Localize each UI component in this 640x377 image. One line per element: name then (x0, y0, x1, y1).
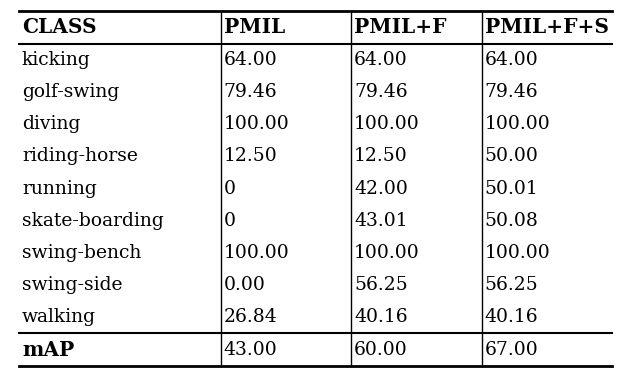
Text: 42.00: 42.00 (354, 179, 408, 198)
Text: 100.00: 100.00 (223, 115, 289, 133)
Text: 56.25: 56.25 (354, 276, 408, 294)
Text: 50.01: 50.01 (484, 179, 538, 198)
Text: 100.00: 100.00 (484, 244, 550, 262)
Text: 12.50: 12.50 (223, 147, 277, 165)
Text: 64.00: 64.00 (484, 51, 538, 69)
Text: 40.16: 40.16 (484, 308, 538, 326)
Text: 79.46: 79.46 (484, 83, 538, 101)
Text: skate-boarding: skate-boarding (22, 212, 164, 230)
Text: swing-side: swing-side (22, 276, 122, 294)
Text: 56.25: 56.25 (484, 276, 538, 294)
Text: golf-swing: golf-swing (22, 83, 119, 101)
Text: 50.08: 50.08 (484, 212, 538, 230)
Text: 64.00: 64.00 (354, 51, 408, 69)
Text: mAP: mAP (22, 340, 74, 360)
Text: 67.00: 67.00 (484, 340, 538, 359)
Text: walking: walking (22, 308, 96, 326)
Text: 40.16: 40.16 (354, 308, 408, 326)
Text: 0: 0 (223, 179, 236, 198)
Text: 100.00: 100.00 (484, 115, 550, 133)
Text: diving: diving (22, 115, 80, 133)
Text: 100.00: 100.00 (354, 115, 420, 133)
Text: 12.50: 12.50 (354, 147, 408, 165)
Text: running: running (22, 179, 97, 198)
Text: 43.00: 43.00 (223, 340, 277, 359)
Text: swing-bench: swing-bench (22, 244, 141, 262)
Text: 26.84: 26.84 (223, 308, 277, 326)
Text: 100.00: 100.00 (223, 244, 289, 262)
Text: 0: 0 (223, 212, 236, 230)
Text: 64.00: 64.00 (223, 51, 277, 69)
Text: PMIL: PMIL (223, 17, 285, 37)
Text: 50.00: 50.00 (484, 147, 538, 165)
Text: PMIL+F: PMIL+F (354, 17, 447, 37)
Text: kicking: kicking (22, 51, 91, 69)
Text: PMIL+F+S: PMIL+F+S (484, 17, 609, 37)
Text: riding-horse: riding-horse (22, 147, 138, 165)
Text: 43.01: 43.01 (354, 212, 408, 230)
Text: 79.46: 79.46 (354, 83, 408, 101)
Text: 79.46: 79.46 (223, 83, 277, 101)
Text: 100.00: 100.00 (354, 244, 420, 262)
Text: CLASS: CLASS (22, 17, 97, 37)
Text: 60.00: 60.00 (354, 340, 408, 359)
Text: 0.00: 0.00 (223, 276, 266, 294)
